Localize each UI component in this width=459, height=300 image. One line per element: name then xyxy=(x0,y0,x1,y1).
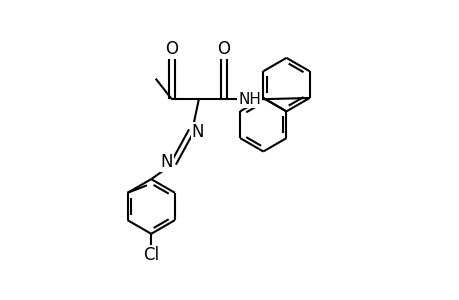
Text: N: N xyxy=(191,123,204,141)
Text: N: N xyxy=(160,153,173,171)
Text: NH: NH xyxy=(237,92,260,107)
Text: Cl: Cl xyxy=(143,246,159,264)
Text: O: O xyxy=(165,40,178,58)
Text: O: O xyxy=(217,40,230,58)
Text: NH: NH xyxy=(238,92,261,107)
